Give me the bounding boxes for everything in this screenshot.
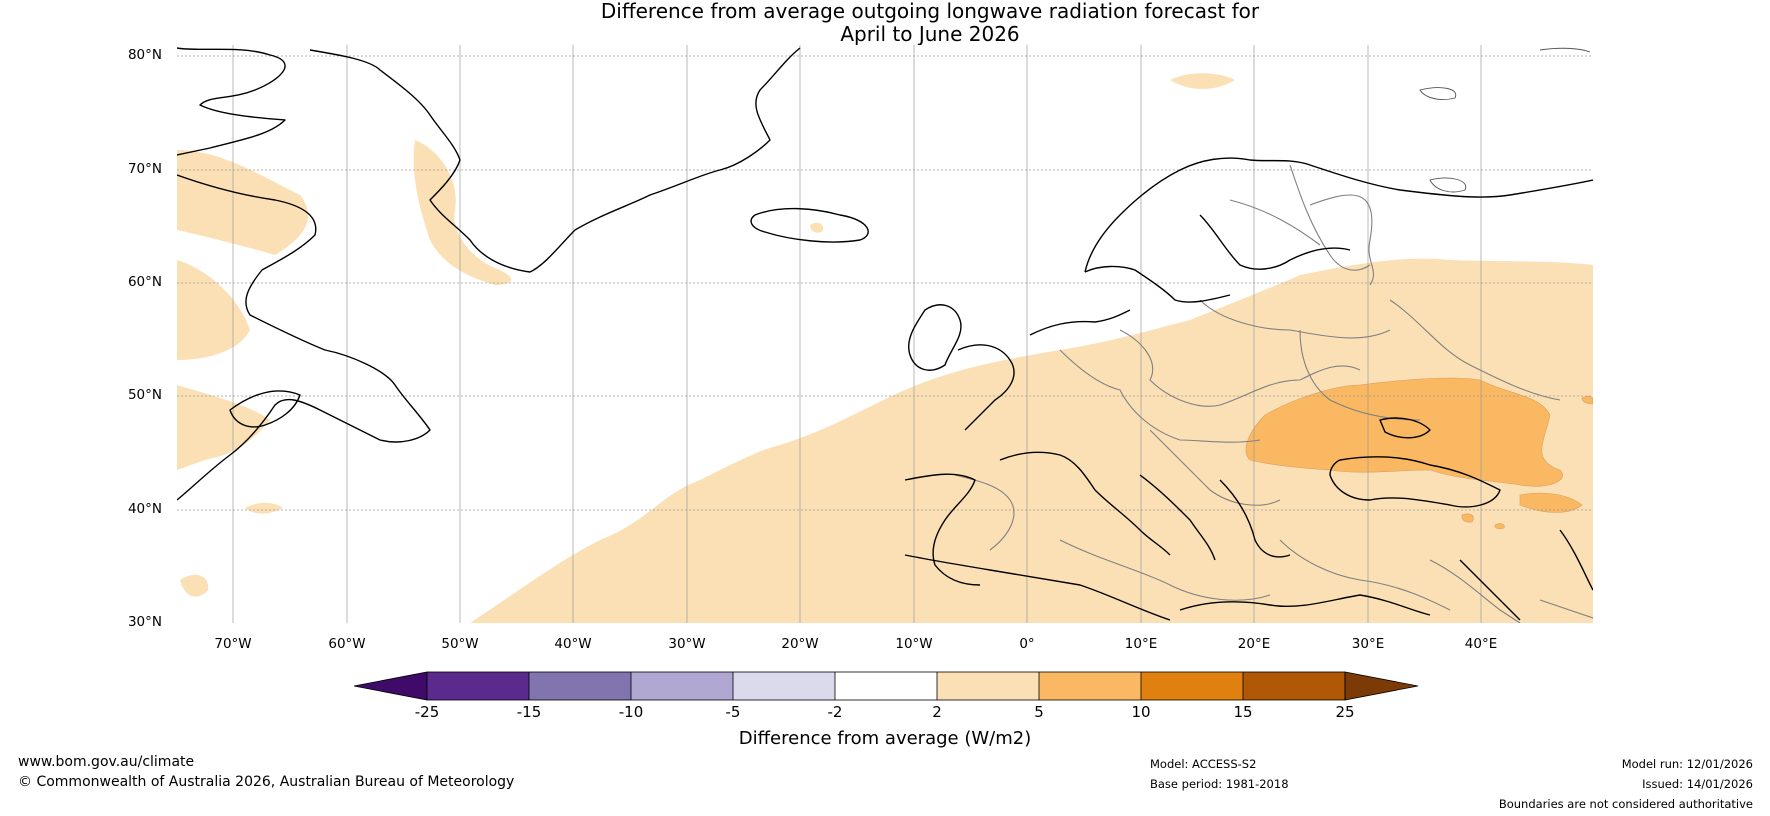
lon-label-10w: 10°W [895,636,933,652]
lon-label-10e: 10°E [1124,636,1158,652]
colorbar [353,671,1419,701]
lon-label-40w: 40°W [554,636,592,652]
lat-label-40n: 40°N [127,501,162,517]
colorbar-tick: 5 [1034,703,1044,721]
colorbar-bin-neg15-neg10 [529,672,631,700]
lat-label-50n: 50°N [127,387,162,403]
colorbar-extend-low [353,671,428,701]
lon-label-30e: 30°E [1351,636,1385,652]
lon-label-40e: 40°E [1464,636,1498,652]
issued-date: Issued: 14/01/2026 [1642,777,1753,791]
lon-label-20w: 20°W [781,636,819,652]
lat-label-70n: 70°N [127,161,162,177]
chart-title: Difference from average outgoing longwav… [0,0,1770,46]
lon-label-30w: 30°W [668,636,706,652]
anomaly-2-to-5-shading [177,73,1593,623]
graticule [177,45,1593,623]
lat-label-80n: 80°N [127,47,162,63]
anomaly-5-to-10-shading [1245,377,1593,530]
colorbar-outline [426,671,1346,701]
lat-label-60n: 60°N [127,274,162,290]
title-line-1: Difference from average outgoing longwav… [600,0,1260,23]
lakes [1419,47,1591,193]
colorbar-bin-10-15 [1141,672,1243,700]
national-boundaries [954,164,1593,623]
website-link[interactable]: www.bom.gov.au/climate [18,754,195,770]
colorbar-tick: -15 [516,703,542,721]
colorbar-tick: -10 [618,703,644,721]
colorbar-bin-neg10-neg5 [631,672,733,700]
colorbar-bin-neg5-neg2 [733,672,835,700]
colorbar-tick: -5 [725,703,741,721]
colorbar-bin-2-5 [937,672,1039,700]
model-run-date: Model run: 12/01/2026 [1621,757,1753,771]
lon-label-60w: 60°W [328,636,366,652]
lon-label-20e: 20°E [1237,636,1271,652]
lon-label-0: 0° [1019,636,1035,652]
lat-label-30n: 30°N [127,614,162,630]
lon-label-50w: 50°W [441,636,479,652]
colorbar-extend-high [1344,671,1419,701]
boundary-disclaimer: Boundaries are not considered authoritat… [1498,797,1753,811]
title-line-2: April to June 2026 [840,22,1020,46]
coastlines [177,47,1593,621]
colorbar-tick: 25 [1335,703,1355,721]
colorbar-tick: 15 [1233,703,1253,721]
colorbar-tick: -25 [414,703,440,721]
colorbar-label: Difference from average (W/m2) [738,728,1032,749]
colorbar-bin-neg25-neg15 [427,672,529,700]
colorbar-tick: 2 [932,703,942,721]
colorbar-tick: 10 [1131,703,1151,721]
model-name: Model: ACCESS-S2 [1150,757,1257,771]
colorbar-bin-5-10 [1039,672,1141,700]
colorbar-bin-15-25 [1243,672,1345,700]
copyright-notice: © Commonwealth of Australia 2026, Austra… [18,774,515,790]
colorbar-bin-neg2-2 [835,672,937,700]
lon-label-70w: 70°W [214,636,252,652]
colorbar-dividers [528,672,1244,700]
colorbar-tick: -2 [827,703,843,721]
base-period: Base period: 1981-2018 [1150,777,1289,791]
